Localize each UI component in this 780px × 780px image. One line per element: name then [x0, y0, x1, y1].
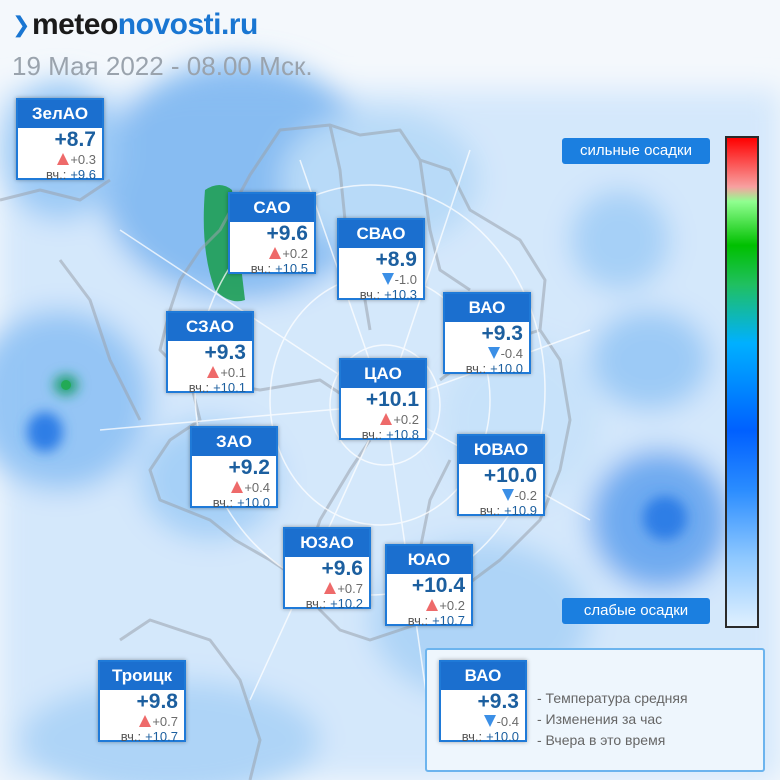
district-hourly-change: +0.7	[285, 581, 369, 596]
district-yesterday: вч.: +10.5	[250, 261, 308, 276]
district-card-troitsk[interactable]: Троицк +9.8 +0.7 вч.: +10.7	[98, 660, 186, 744]
district-name: САО	[230, 194, 314, 222]
district-hourly-change: +0.7	[100, 714, 184, 729]
district-yesterday: вч.: +10.2	[305, 596, 363, 611]
district-hourly-change: +0.4	[192, 480, 276, 495]
district-hourly-change: +0.2	[230, 246, 314, 261]
district-name: ЮВАО	[459, 436, 543, 464]
district-temperature: +10.4	[411, 574, 465, 597]
district-name: ЦАО	[341, 360, 425, 388]
legend-items: - Температура средняя - Изменения за час…	[537, 688, 688, 751]
rise-arrow-icon	[380, 413, 393, 425]
district-name: СЗАО	[168, 313, 252, 341]
district-yesterday: вч.: +10.1	[188, 380, 246, 395]
district-name: СВАО	[339, 220, 423, 248]
district-yesterday: вч.: +10.3	[359, 287, 417, 302]
district-temperature: +9.8	[136, 690, 178, 713]
district-temperature: +8.9	[375, 248, 417, 271]
rise-arrow-icon	[426, 599, 439, 611]
district-temperature: +9.3	[481, 322, 523, 345]
district-temperature: +8.7	[54, 128, 96, 151]
district-hourly-change: -0.2	[459, 488, 543, 503]
district-card-szao[interactable]: СЗАО +9.3 +0.1 вч.: +10.1	[166, 311, 254, 395]
rise-arrow-icon	[231, 481, 244, 493]
district-temperature: +10.1	[365, 388, 419, 411]
brand-meteo: meteo	[31, 8, 118, 41]
district-card-svao[interactable]: СВАО +8.9 -1.0 вч.: +10.3	[337, 218, 425, 302]
forecast-date: 19 Мая 2022 - 08.00 Мск.	[12, 51, 313, 81]
district-yesterday: вч.: +10.7	[120, 729, 178, 744]
district-yesterday: вч.: +10.0	[461, 729, 519, 744]
legend-item-average-temp: - Температура средняя	[537, 690, 688, 706]
district-hourly-change: +0.3	[18, 152, 102, 167]
district-temperature: +9.6	[321, 557, 363, 580]
site-logo[interactable]: ❯meteonovosti.ru	[12, 6, 258, 44]
district-name: ЗАО	[192, 428, 276, 456]
legend-item-hourly-change: - Изменения за час	[537, 711, 663, 727]
district-name: ВАО	[441, 662, 525, 690]
fall-arrow-icon	[483, 715, 496, 727]
scale-label-light: слабые осадки	[562, 598, 710, 624]
fall-arrow-icon	[487, 347, 500, 359]
district-name: ЗелАО	[18, 100, 102, 128]
district-hourly-change: -0.4	[441, 714, 525, 729]
district-hourly-change: -0.4	[445, 346, 529, 361]
district-yesterday: вч.: +10.0	[212, 495, 270, 510]
district-card-zelao[interactable]: ЗелАО +8.7 +0.3 вч.: +9.6	[16, 98, 104, 182]
rise-arrow-icon	[57, 153, 70, 165]
district-card-yuao[interactable]: ЮАО +10.4 +0.2 вч.: +10.7	[385, 544, 473, 628]
scale-label-heavy: сильные осадки	[562, 138, 710, 164]
district-hourly-change: -1.0	[339, 272, 423, 287]
district-temperature: +9.6	[266, 222, 308, 245]
legend-item-yesterday: - Вчера в это время	[537, 732, 666, 748]
district-card-yuzao[interactable]: ЮЗАО +9.6 +0.7 вч.: +10.2	[283, 527, 371, 611]
district-yesterday: вч.: +10.8	[361, 427, 419, 442]
district-yesterday: вч.: +10.7	[407, 613, 465, 628]
district-hourly-change: +0.2	[387, 598, 471, 613]
logo-chevron-icon: ❯	[12, 12, 30, 37]
district-name: Троицк	[100, 662, 184, 690]
district-hourly-change: +0.2	[341, 412, 425, 427]
district-name: ЮАО	[387, 546, 471, 574]
fall-arrow-icon	[501, 489, 514, 501]
district-yesterday: вч.: +10.0	[465, 361, 523, 376]
district-temperature: +10.0	[483, 464, 537, 487]
rise-arrow-icon	[139, 715, 152, 727]
legend-panel: ВАО +9.3 -0.4 вч.: +10.0 - Температура ср…	[425, 648, 765, 772]
district-name: ВАО	[445, 294, 529, 322]
district-hourly-change: +0.1	[168, 365, 252, 380]
district-card-zao[interactable]: ЗАО +9.2 +0.4 вч.: +10.0	[190, 426, 278, 510]
brand-novosti: novosti.ru	[117, 8, 259, 41]
rise-arrow-icon	[269, 247, 282, 259]
legend-sample-card: ВАО +9.3 -0.4 вч.: +10.0	[439, 660, 527, 744]
district-card-vao[interactable]: ВАО +9.3 -0.4 вч.: +10.0	[443, 292, 531, 376]
district-temperature: +9.3	[477, 690, 519, 713]
rise-arrow-icon	[207, 366, 220, 378]
district-temperature: +9.2	[228, 456, 270, 479]
precipitation-scale-bar	[725, 136, 759, 628]
district-name: ЮЗАО	[285, 529, 369, 557]
district-card-cao[interactable]: ЦАО +10.1 +0.2 вч.: +10.8	[339, 358, 427, 442]
district-temperature: +9.3	[204, 341, 246, 364]
fall-arrow-icon	[381, 273, 394, 285]
district-card-yuvao[interactable]: ЮВАО +10.0 -0.2 вч.: +10.9	[457, 434, 545, 518]
district-card-sao[interactable]: САО +9.6 +0.2 вч.: +10.5	[228, 192, 316, 276]
rise-arrow-icon	[324, 582, 337, 594]
district-yesterday: вч.: +9.6	[46, 167, 96, 182]
district-yesterday: вч.: +10.9	[479, 503, 537, 518]
